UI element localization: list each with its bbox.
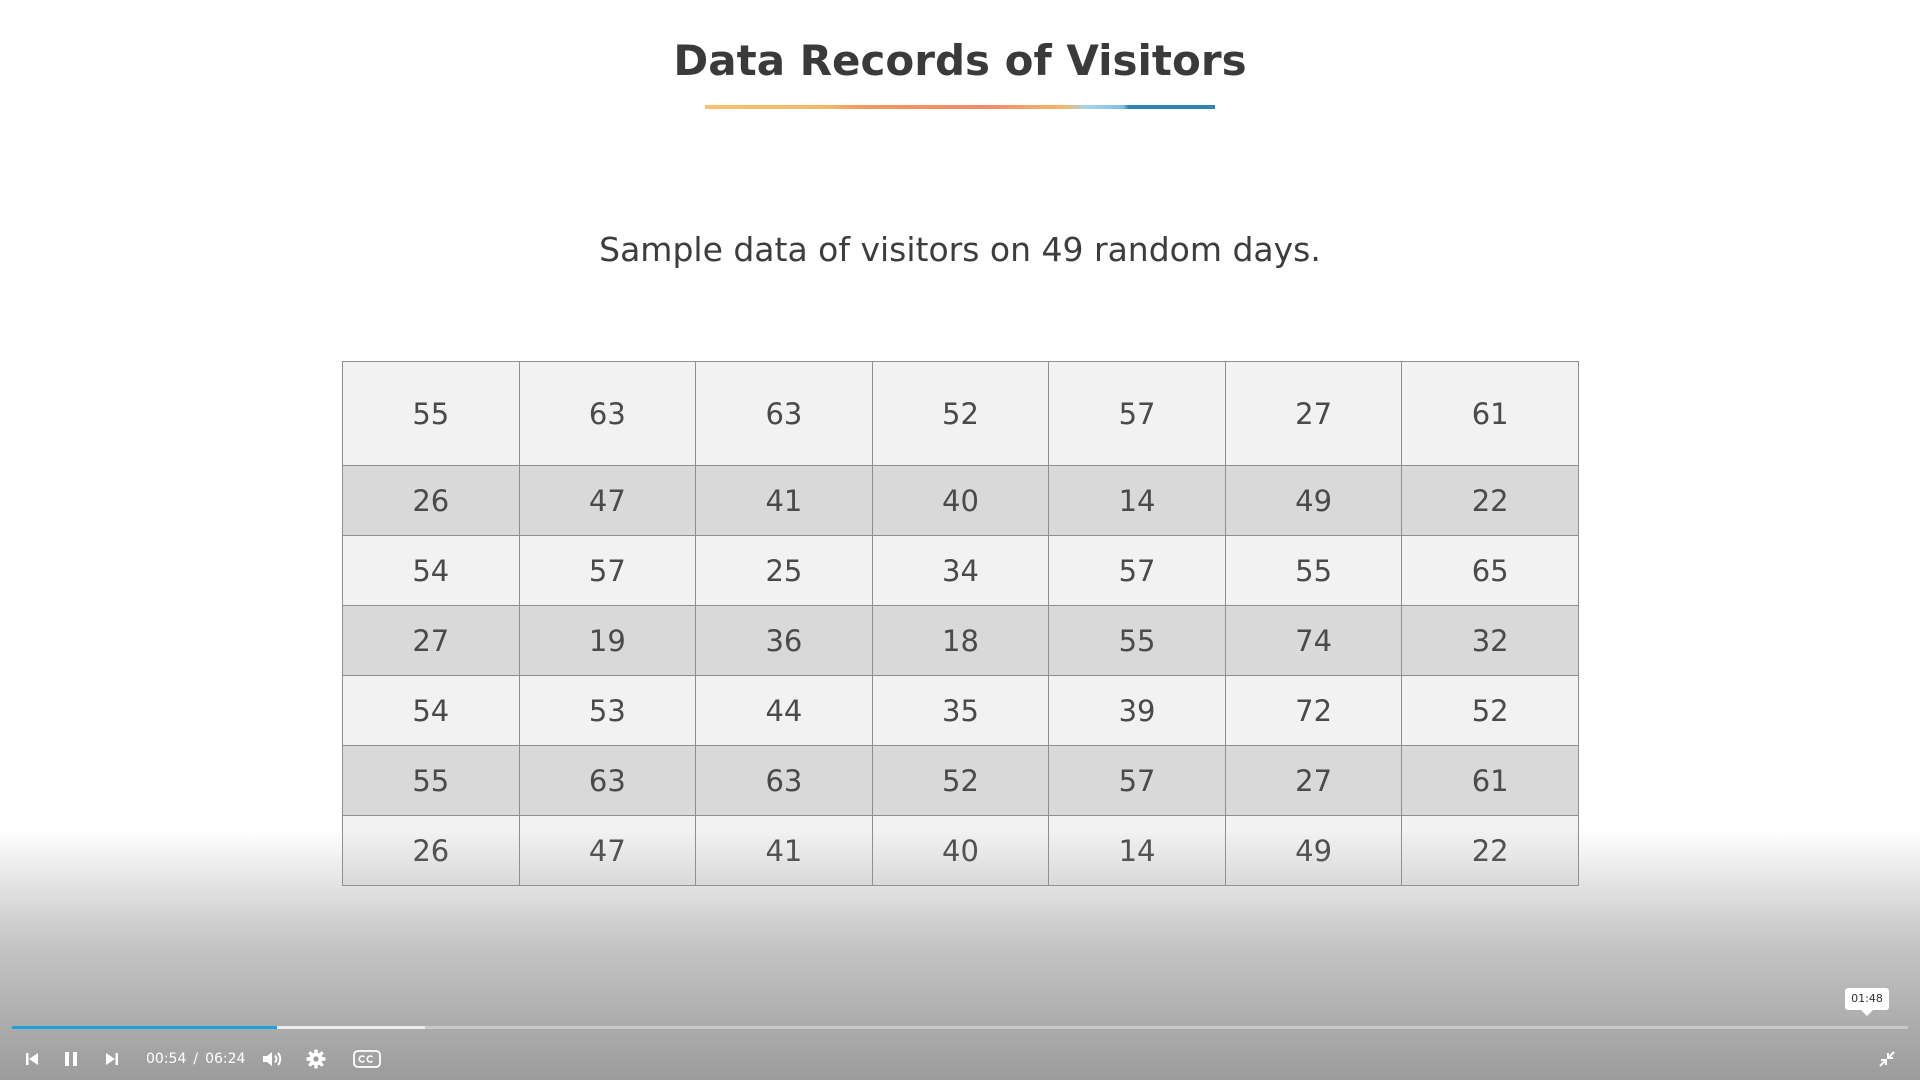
skip-forward-button[interactable] [100, 1044, 124, 1074]
visitor-data-table: 55 63 63 52 57 27 61 26 47 41 40 14 49 22 54 57 25 34 57 55… [342, 361, 1579, 886]
progress-bar[interactable]: 01:48 [12, 988, 1908, 1029]
progress-played [12, 1026, 278, 1029]
pause-icon [65, 1052, 77, 1066]
table-cell: 35 [871, 675, 1050, 746]
table-row: 54 57 25 34 57 55 65 [342, 535, 1579, 606]
table-cell: 55 [1048, 605, 1226, 676]
table-cell: 57 [518, 535, 697, 606]
duration: 06:24 [205, 1051, 246, 1067]
table-cell: 74 [1224, 605, 1403, 676]
pause-button[interactable] [58, 1044, 84, 1074]
table-cell: 14 [1048, 465, 1226, 536]
table-cell: 27 [1224, 745, 1403, 816]
table-row: 26 47 41 40 14 49 22 [342, 815, 1579, 886]
table-cell: 26 [342, 815, 520, 886]
table-cell: 22 [1401, 815, 1579, 886]
table-cell: 57 [1048, 535, 1226, 606]
current-time: 00:54 [146, 1051, 187, 1067]
table-row: 55 63 63 52 57 27 61 [342, 361, 1579, 466]
table-cell: 39 [1048, 675, 1226, 746]
player-controls: 01:48 00:54 [0, 988, 1920, 1080]
table-cell: 40 [871, 815, 1050, 886]
table-cell: 52 [871, 361, 1050, 466]
table-cell: 47 [518, 815, 697, 886]
table-cell: 27 [342, 605, 520, 676]
exit-fullscreen-icon [1879, 1051, 1895, 1067]
table-cell: 19 [518, 605, 697, 676]
captions-button[interactable] [350, 1044, 384, 1074]
skip-back-button[interactable] [20, 1044, 44, 1074]
table-row: 54 53 44 35 39 72 52 [342, 675, 1579, 746]
table-cell: 18 [871, 605, 1050, 676]
table-cell: 61 [1401, 361, 1579, 466]
time-display: 00:54 / 06:24 [146, 1044, 245, 1074]
table-cell: 57 [1048, 361, 1226, 466]
table-row: 27 19 36 18 55 74 32 [342, 605, 1579, 676]
skip-forward-icon [106, 1053, 118, 1065]
table-cell: 55 [342, 745, 520, 816]
table-cell: 72 [1224, 675, 1403, 746]
table-cell: 32 [1401, 605, 1579, 676]
table-cell: 34 [871, 535, 1050, 606]
closed-captions-icon [353, 1050, 381, 1068]
table-cell: 14 [1048, 815, 1226, 886]
table-cell: 26 [342, 465, 520, 536]
settings-button[interactable] [302, 1044, 330, 1074]
volume-button[interactable] [258, 1044, 288, 1074]
exit-fullscreen-button[interactable] [1872, 1044, 1902, 1074]
table-cell: 49 [1224, 465, 1403, 536]
volume-icon [263, 1052, 282, 1066]
table-cell: 41 [695, 815, 873, 886]
table-cell: 47 [518, 465, 697, 536]
control-row: 00:54 / 06:24 [0, 1044, 1920, 1074]
table-cell: 52 [871, 745, 1050, 816]
table-cell: 61 [1401, 745, 1579, 816]
table-cell: 57 [1048, 745, 1226, 816]
table-cell: 41 [695, 465, 873, 536]
table-cell: 44 [695, 675, 873, 746]
table-cell: 54 [342, 675, 520, 746]
table-cell: 65 [1401, 535, 1579, 606]
table-cell: 53 [518, 675, 697, 746]
time-separator: / [193, 1051, 199, 1067]
table-cell: 55 [342, 361, 520, 466]
table-cell: 55 [1224, 535, 1403, 606]
table-cell: 49 [1224, 815, 1403, 886]
table-cell: 22 [1401, 465, 1579, 536]
title-underline [705, 105, 1215, 109]
slide-subtitle: Sample data of visitors on 49 random day… [599, 230, 1321, 269]
table-cell: 54 [342, 535, 520, 606]
table-cell: 63 [518, 361, 697, 466]
table-cell: 27 [1224, 361, 1403, 466]
table-row: 26 47 41 40 14 49 22 [342, 465, 1579, 536]
gear-icon [306, 1049, 326, 1069]
table-cell: 63 [695, 745, 873, 816]
table-cell: 63 [518, 745, 697, 816]
table-cell: 40 [871, 465, 1050, 536]
skip-back-icon [26, 1053, 38, 1065]
slide-title: Data Records of Visitors [673, 36, 1247, 85]
seek-hover-tooltip: 01:48 [1845, 988, 1889, 1016]
table-cell: 25 [695, 535, 873, 606]
table-row: 55 63 63 52 57 27 61 [342, 745, 1579, 816]
table-cell: 52 [1401, 675, 1579, 746]
table-cell: 36 [695, 605, 873, 676]
table-cell: 63 [695, 361, 873, 466]
